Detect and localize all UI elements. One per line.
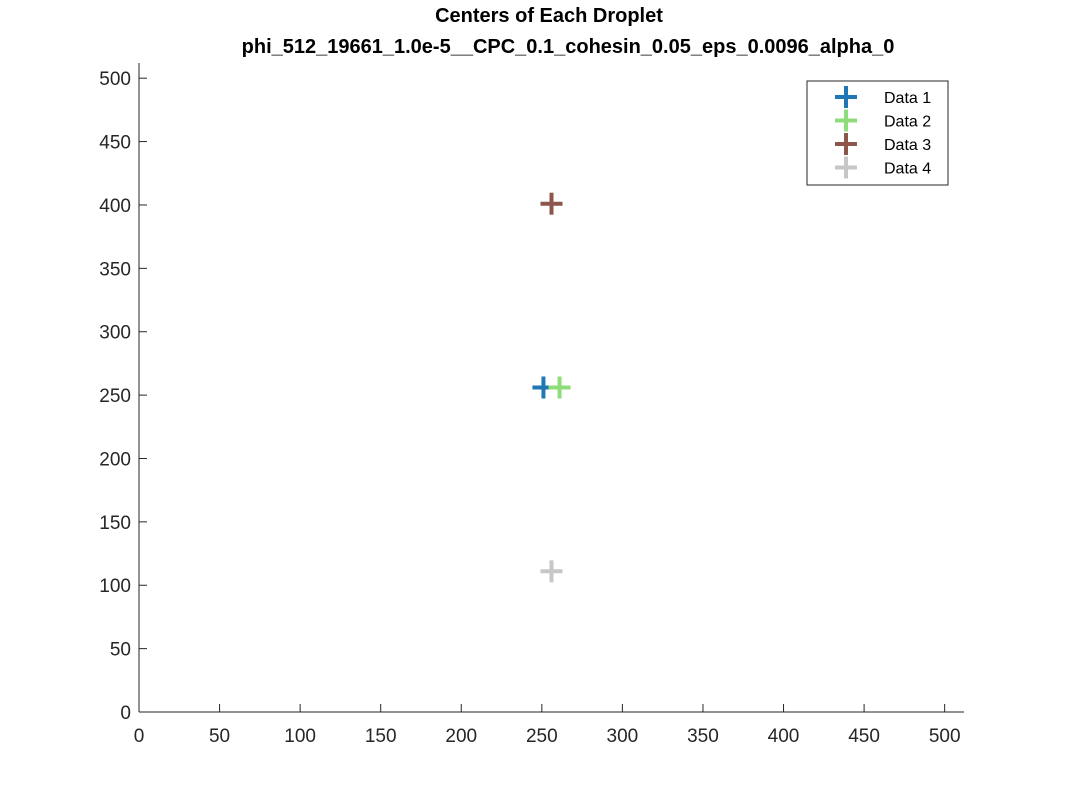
y-tick-label: 450 — [99, 133, 131, 154]
x-tick-label: 350 — [687, 726, 719, 747]
y-tick-label: 500 — [99, 69, 131, 90]
legend-label: Data 4 — [884, 161, 931, 178]
x-tick-label: 200 — [445, 726, 477, 747]
x-tick-label: 300 — [607, 726, 639, 747]
y-axis: 0 50 100 150 200 250 300 350 400 450 500 — [99, 69, 147, 724]
legend-label: Data 3 — [884, 137, 931, 154]
y-tick-label: 150 — [99, 513, 131, 534]
x-tick-label: 250 — [526, 726, 558, 747]
x-tick-label: 150 — [365, 726, 397, 747]
legend: Data 1 Data 2 Data 3 Data 4 — [806, 80, 949, 186]
data-point-series-2 — [548, 376, 571, 399]
x-tick-label: 50 — [209, 726, 230, 747]
y-tick-label: 100 — [99, 576, 131, 597]
y-tick-label: 0 — [120, 703, 131, 724]
y-tick-label: 50 — [110, 640, 131, 661]
legend-marker-4 — [835, 156, 857, 179]
y-tick-label: 400 — [99, 196, 131, 217]
legend-marker-2 — [835, 109, 857, 132]
y-tick-label: 200 — [99, 449, 131, 470]
legend-box — [806, 80, 949, 186]
x-tick-label: 400 — [768, 726, 800, 747]
data-markers — [532, 192, 571, 583]
axes — [138, 63, 964, 713]
x-tick-label: 450 — [848, 726, 880, 747]
legend-marker-3 — [835, 133, 857, 155]
y-tick-label: 300 — [99, 323, 131, 344]
y-tick-label: 350 — [99, 259, 131, 280]
x-tick-label: 500 — [929, 726, 961, 747]
plot-area: 0 50 100 150 200 250 300 350 400 450 500 0 50 100 150… — [99, 63, 964, 747]
data-point-series-4 — [540, 560, 563, 583]
legend-label: Data 2 — [884, 114, 931, 131]
legend-label: Data 1 — [884, 90, 931, 107]
chart-subtitle: phi_512_19661_1.0e-5__CPC_0.1_cohesin_0.… — [242, 36, 895, 58]
data-point-series-3 — [540, 192, 563, 215]
x-tick-label: 0 — [134, 726, 145, 747]
x-axis: 0 50 100 150 200 250 300 350 400 450 500 — [134, 704, 961, 747]
y-tick-label: 250 — [99, 386, 131, 407]
x-tick-label: 100 — [284, 726, 316, 747]
chart-title: Centers of Each Droplet — [435, 5, 663, 27]
legend-marker-1 — [835, 86, 857, 108]
